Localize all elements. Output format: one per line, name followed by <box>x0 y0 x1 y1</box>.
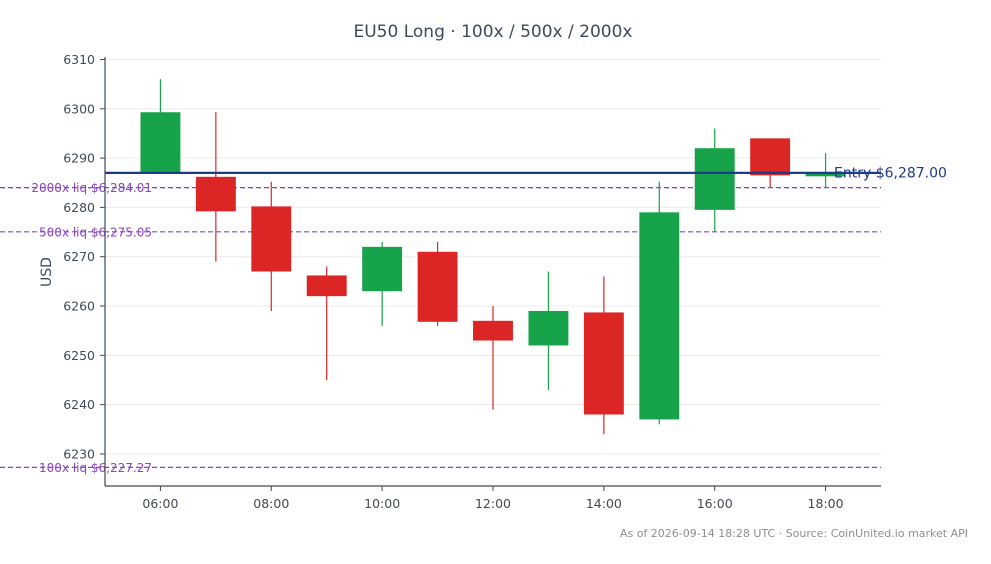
y-tick-label: 6240 <box>63 397 95 412</box>
x-tick-label: 16:00 <box>697 496 733 511</box>
candle-body <box>528 310 569 346</box>
candle-body <box>195 176 236 212</box>
candle-body <box>750 138 791 176</box>
x-tick-label: 10:00 <box>364 496 400 511</box>
x-tick-label: 06:00 <box>142 496 178 511</box>
y-tick-label: 6260 <box>63 299 95 314</box>
candle-body <box>251 206 292 272</box>
y-tick-label: 6270 <box>63 249 95 264</box>
y-tick-label: 6310 <box>63 52 95 67</box>
entry-line-group: Entry $6,287.00 <box>105 165 947 181</box>
x-tick-label: 18:00 <box>808 496 844 511</box>
liquidation-label: 2000x liq $6,284.01 <box>31 181 152 195</box>
footer-note: As of 2026-09-14 18:28 UTC · Source: Coi… <box>620 527 968 540</box>
y-tick-label: 6230 <box>63 446 95 461</box>
y-axis-label: USD <box>39 257 55 287</box>
x-tick-label: 12:00 <box>475 496 511 511</box>
candle-body <box>805 173 846 177</box>
entry-label: Entry $6,287.00 <box>834 165 947 181</box>
candle-body <box>639 212 680 420</box>
y-tick-label: 6250 <box>63 348 95 363</box>
candle-body <box>417 251 458 322</box>
candle-body <box>140 112 181 173</box>
chart-title: EU50 Long · 100x / 500x / 2000x <box>354 22 633 42</box>
candle-body <box>306 275 347 297</box>
x-tick-label: 08:00 <box>253 496 289 511</box>
liquidation-label: 100x liq $6,227.27 <box>39 461 152 475</box>
axes: 6230 6240 6250 6260 6270 6280 6290 6300 6310 06:0… <box>63 52 881 511</box>
liquidation-label: 500x liq $6,275.05 <box>39 225 152 239</box>
liquidation-levels: 2000x liq $6,284.01 500x liq $6,275.05 100… <box>0 181 881 475</box>
y-tick-label: 6300 <box>63 101 95 116</box>
candle-body <box>694 148 735 210</box>
candle-body <box>362 246 403 292</box>
y-tick-label: 6280 <box>63 200 95 215</box>
x-tick-label: 14:00 <box>586 496 622 511</box>
y-tick-label: 6290 <box>63 151 95 166</box>
candles <box>140 79 846 435</box>
candle-body <box>583 312 624 415</box>
candle-body <box>473 320 513 341</box>
